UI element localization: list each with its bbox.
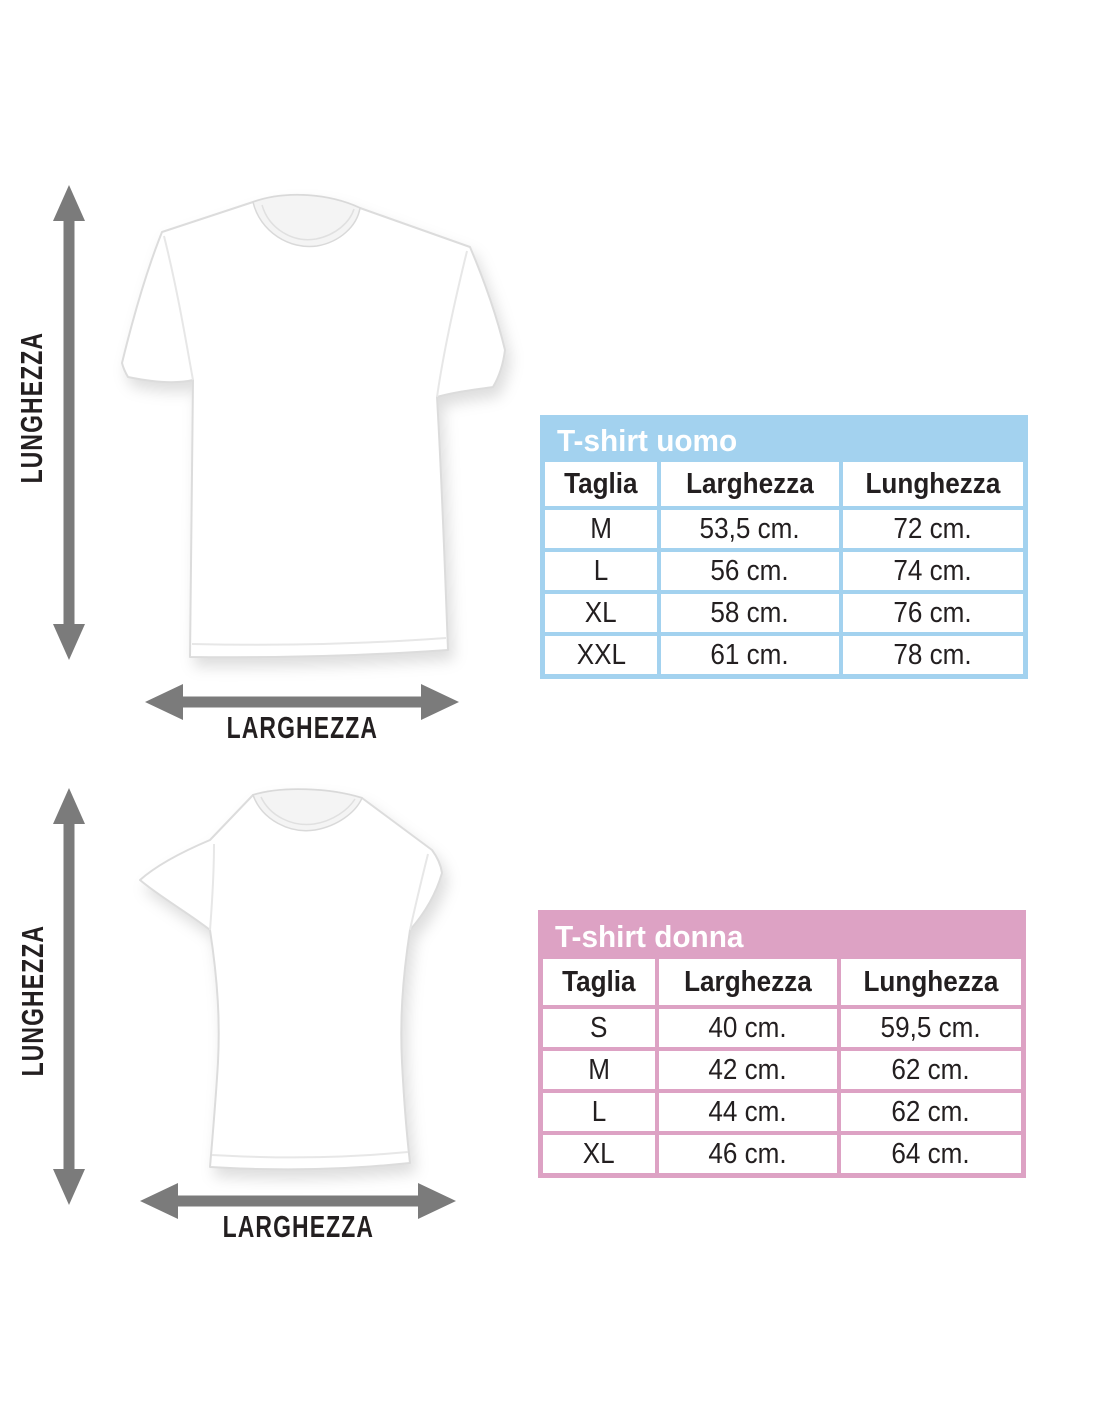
women-length-double-arrow-icon: [53, 788, 85, 1205]
table-cell: 44 cm.: [659, 1093, 837, 1131]
table-cell: XXL: [545, 636, 657, 674]
table-cell: M: [543, 1051, 655, 1089]
table-cell: 46 cm.: [659, 1135, 837, 1173]
double-arrow-vertical-icon: [53, 788, 85, 1205]
men-size-table: T-shirt uomo Taglia Larghezza Lunghezza …: [540, 415, 1028, 679]
table-cell: S: [543, 1009, 655, 1047]
table-cell: 76 cm.: [843, 594, 1023, 632]
table-cell: 58 cm.: [661, 594, 839, 632]
men-tshirt-drawing: [121, 193, 506, 659]
women-tshirt-drawing: [139, 788, 443, 1171]
table-cell: 61 cm.: [661, 636, 839, 674]
table-cell: M: [545, 510, 657, 548]
table-cell: 56 cm.: [661, 552, 839, 590]
table-cell: XL: [545, 594, 657, 632]
women-table-title-text: T-shirt donna: [555, 919, 744, 954]
women-length-label-text: LUNGHEZZA: [15, 925, 50, 1077]
column-header: Lunghezza: [843, 462, 1023, 506]
women-tshirt-image: [130, 782, 448, 1174]
column-header: Taglia: [545, 462, 657, 506]
men-width-label: LARGHEZZA: [145, 710, 459, 746]
men-length-label: LUNGHEZZA: [10, 298, 54, 518]
column-header: Lunghezza: [841, 959, 1021, 1005]
men-table-title-text: T-shirt uomo: [557, 423, 738, 458]
table-cell: L: [545, 552, 657, 590]
double-arrow-horizontal-icon: [140, 1183, 456, 1219]
women-width-label: LARGHEZZA: [140, 1209, 456, 1245]
women-width-label-text: LARGHEZZA: [222, 1209, 374, 1244]
table-cell: 72 cm.: [843, 510, 1023, 548]
women-table-title: T-shirt donna: [543, 915, 1021, 959]
men-tshirt-image: [112, 192, 510, 664]
men-table-grid: Taglia Larghezza Lunghezza M 53,5 cm. 72…: [545, 462, 1023, 674]
women-size-table: T-shirt donna Taglia Larghezza Lunghezza…: [538, 910, 1026, 1178]
column-header: Larghezza: [661, 462, 839, 506]
men-width-label-text: LARGHEZZA: [226, 710, 378, 745]
men-table-title: T-shirt uomo: [545, 420, 1023, 462]
table-cell: 64 cm.: [841, 1135, 1021, 1173]
table-cell: L: [543, 1093, 655, 1131]
table-cell: 62 cm.: [841, 1093, 1021, 1131]
women-length-label: LUNGHEZZA: [11, 891, 55, 1111]
table-cell: 62 cm.: [841, 1051, 1021, 1089]
table-cell: 78 cm.: [843, 636, 1023, 674]
men-width-double-arrow-icon: [145, 684, 459, 720]
table-cell: 53,5 cm.: [661, 510, 839, 548]
double-arrow-horizontal-icon: [145, 684, 459, 720]
table-cell: 74 cm.: [843, 552, 1023, 590]
women-width-double-arrow-icon: [140, 1183, 456, 1219]
women-table-grid: Taglia Larghezza Lunghezza S 40 cm. 59,5…: [543, 959, 1021, 1173]
table-cell: 40 cm.: [659, 1009, 837, 1047]
column-header: Larghezza: [659, 959, 837, 1005]
men-length-double-arrow-icon: [53, 185, 85, 660]
column-header: Taglia: [543, 959, 655, 1005]
table-cell: XL: [543, 1135, 655, 1173]
table-cell: 59,5 cm.: [841, 1009, 1021, 1047]
table-cell: 42 cm.: [659, 1051, 837, 1089]
double-arrow-vertical-icon: [53, 185, 85, 660]
men-length-label-text: LUNGHEZZA: [14, 332, 49, 484]
